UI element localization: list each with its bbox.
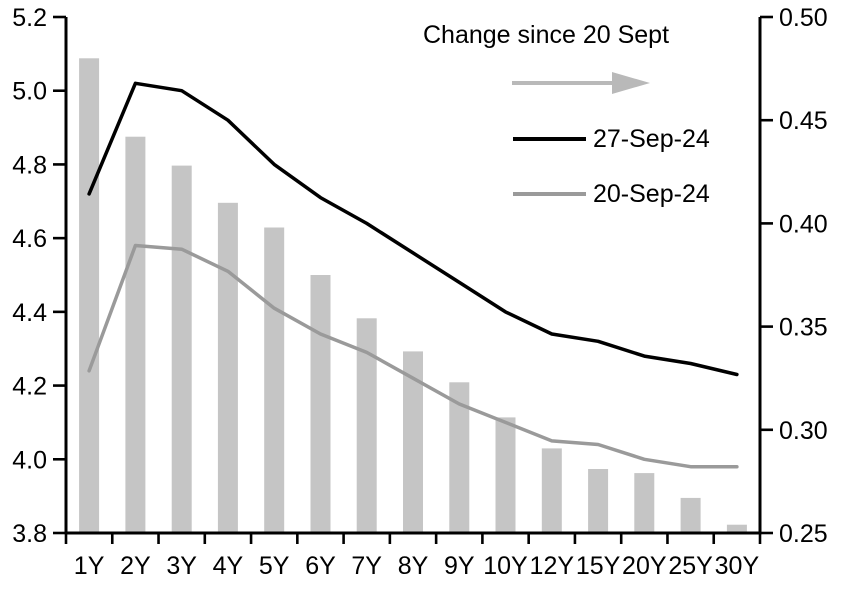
change-bar-8Y [403,351,423,533]
series-line-27-sep-24 [87,81,739,377]
category-label-1Y: 1Y [74,552,105,580]
category-label-15Y: 15Y [576,552,621,580]
change-bar-3Y [171,165,192,533]
left-axis-label: 4.4 [12,299,47,327]
right-axis-label: 0.35 [779,314,828,342]
change-bar-15Y [588,469,609,533]
category-label-9Y: 9Y [444,552,475,580]
left-axis-label: 5.2 [12,4,47,32]
category-label-12Y: 12Y [530,552,575,580]
left-axis-label: 4.0 [12,446,47,474]
change-bar-4Y [217,202,238,534]
arrow-head [612,72,650,94]
change-bar-10Y [495,417,516,533]
left-axis-label: 3.8 [12,520,47,548]
change-bar-9Y [449,382,470,533]
category-label-4Y: 4Y [213,552,244,580]
right-axis-label: 0.30 [779,417,828,445]
legend-item-20-sep: 20-Sep-24 [513,181,710,207]
category-label-30Y: 30Y [715,552,760,580]
right-axis-label: 0.45 [779,107,828,135]
category-label-3Y: 3Y [166,552,197,580]
legend-label: 20-Sep-24 [593,179,710,208]
change-bar-12Y [541,448,562,533]
category-label-6Y: 6Y [305,552,336,580]
category-label-2Y: 2Y [120,552,151,580]
change-bar-1Y [79,58,100,534]
legend-title: Change since 20 Sept [423,21,670,49]
category-label-8Y: 8Y [398,552,429,580]
right-axis-label: 0.25 [779,520,828,548]
change-bar-5Y [264,227,285,533]
change-bar-20Y [634,473,655,533]
left-axis-label: 4.6 [12,225,47,253]
gray-line-swatch [513,192,586,196]
change-bar-6Y [310,275,331,533]
category-label-7Y: 7Y [351,552,382,580]
left-axis-label: 5.0 [12,78,47,106]
category-label-10Y: 10Y [483,552,528,580]
black-line-swatch [513,137,586,141]
right-axis-label: 0.50 [779,4,828,32]
change-bar-30Y [726,524,747,533]
change-bar-7Y [356,318,377,533]
left-axis-label: 4.2 [12,373,47,401]
category-label-20Y: 20Y [622,552,667,580]
category-label-25Y: 25Y [668,552,713,580]
arrow-shaft [512,81,616,85]
right-axis-label: 0.40 [779,210,828,238]
legend-label: 27-Sep-24 [593,124,710,153]
category-label-5Y: 5Y [259,552,290,580]
series-line-20-sep-24 [87,243,739,469]
change-bar-25Y [680,497,701,533]
change-arrow-icon [512,72,652,94]
change-bar-2Y [125,136,146,533]
left-axis-label: 4.8 [12,151,47,179]
legend-item-27-sep: 27-Sep-24 [513,126,710,152]
